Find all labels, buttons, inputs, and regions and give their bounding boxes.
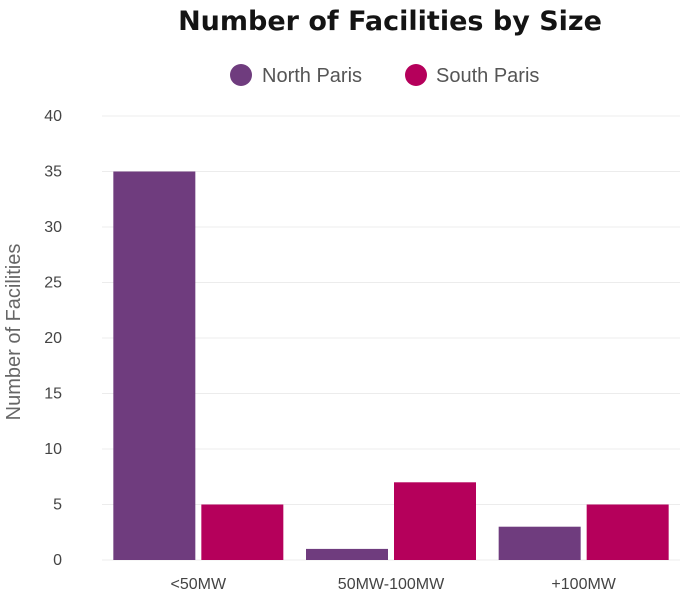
x-tick-label: <50MW (171, 576, 227, 593)
bar-north-paris (498, 526, 581, 560)
legend: North Paris South Paris (230, 64, 539, 87)
bar-south-paris (201, 504, 284, 560)
x-axis-ticks: <50MW 50MW-100MW +100MW (171, 576, 617, 593)
y-tick-label: 25 (44, 275, 62, 292)
y-tick-label: 5 (53, 497, 62, 514)
bar-north-paris (113, 171, 196, 560)
y-tick-label: 20 (44, 330, 62, 347)
y-tick-label: 30 (44, 219, 62, 236)
y-tick-label: 0 (53, 552, 62, 569)
chart-title: Number of Facilities by Size (178, 6, 602, 37)
legend-item-north-paris: North Paris (230, 64, 362, 87)
legend-swatch-north-paris (230, 64, 252, 86)
y-tick-label: 35 (44, 164, 62, 181)
gridlines (102, 115, 680, 561)
bar-south-paris (394, 482, 476, 560)
bar-north-paris (306, 548, 388, 560)
y-tick-label: 15 (44, 386, 62, 403)
y-tick-label: 10 (44, 441, 62, 458)
y-axis-title: Number of Facilities (3, 244, 25, 421)
legend-swatch-south-paris (405, 64, 427, 86)
legend-label-south-paris: South Paris (436, 65, 539, 87)
x-tick-label: 50MW-100MW (338, 576, 445, 593)
y-tick-label: 40 (44, 108, 62, 125)
legend-item-south-paris: South Paris (405, 64, 539, 87)
legend-label-north-paris: North Paris (262, 65, 362, 87)
bars (113, 171, 669, 560)
bar-south-paris (586, 504, 669, 560)
y-axis-ticks: 0 5 10 15 20 25 30 35 40 (44, 108, 62, 569)
x-tick-label: +100MW (551, 576, 616, 593)
